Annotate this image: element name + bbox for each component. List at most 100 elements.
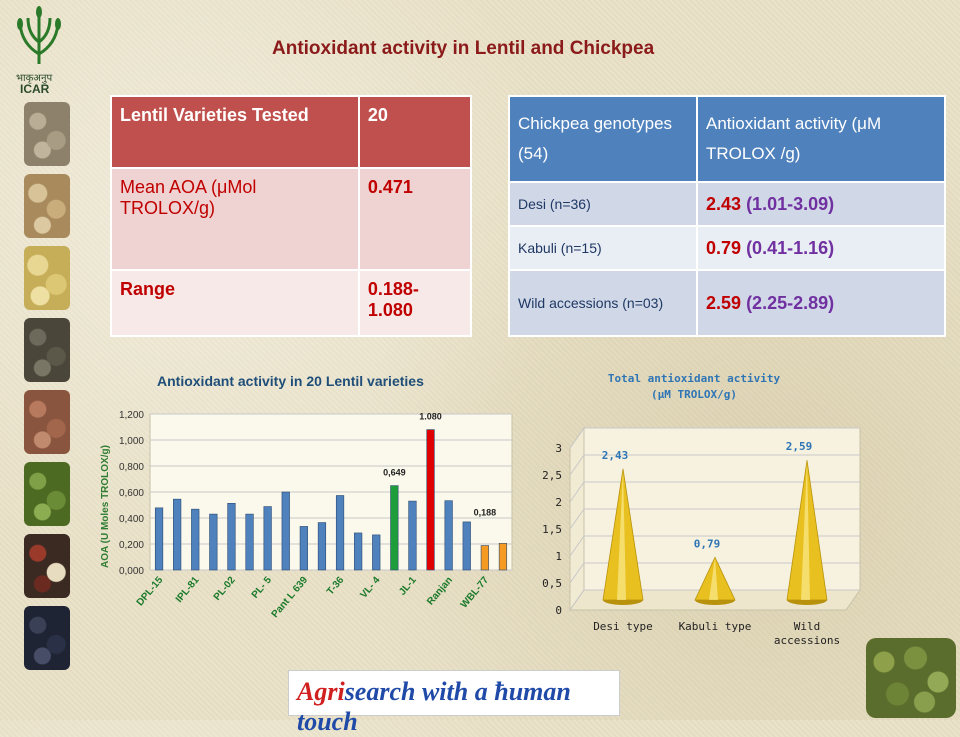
y-tick-label: 0,800: [119, 462, 144, 473]
data-label: 0,188: [474, 508, 497, 518]
table-cell: Wild accessions (n=03): [508, 269, 698, 337]
chart-title: Total antioxidant activity: [608, 372, 781, 385]
bar: [263, 506, 272, 571]
y-tick-label: 0: [555, 604, 562, 617]
bar: [191, 508, 200, 571]
seed-image: [24, 462, 70, 526]
cone-highlight: [801, 460, 810, 600]
y-axis-label: AOA (U Moles TROLOX/g): [100, 445, 111, 568]
mean-value: 2.59: [706, 293, 742, 313]
bar: [299, 526, 308, 571]
x-tick-label: IPL-81: [174, 575, 202, 605]
chickpea-table: Chickpea genotypes (54) Antioxidant acti…: [508, 95, 946, 337]
bar: [354, 532, 363, 571]
data-label: 1.080: [419, 412, 442, 422]
bar: [390, 485, 399, 571]
x-tick-label: accessions: [774, 634, 840, 647]
table-cell: 0.79 (0.41-1.16): [696, 225, 946, 271]
lentil-bar-chart: Antioxidant activity in 20 Lentil variet…: [100, 373, 513, 621]
x-tick-label: Ranjan: [425, 575, 455, 608]
bar: [281, 491, 290, 571]
human-figure-icon: ħ: [494, 677, 509, 706]
table-row: Desi (n=36) 2.43 (1.01-3.09): [508, 181, 946, 227]
y-tick-label: 1,000: [119, 436, 144, 447]
bar: [173, 498, 182, 571]
y-tick-label: 3: [555, 442, 562, 455]
y-tick-label: 0,200: [119, 540, 144, 551]
bar: [209, 513, 218, 571]
y-tick-label: 0,5: [542, 577, 562, 590]
page-title: Antioxidant activity in Lentil and Chick…: [272, 38, 655, 59]
y-tick-label: 1: [555, 550, 562, 563]
table-row: Kabuli (n=15) 0.79 (0.41-1.16): [508, 225, 946, 271]
x-tick-label: Pant L 639: [270, 575, 311, 621]
gridline: [569, 535, 860, 557]
x-tick-label: WBL-77: [459, 575, 492, 611]
data-label: 2,43: [602, 449, 629, 462]
cone-highlight: [617, 468, 626, 600]
wheat-logo-icon: [17, 6, 61, 64]
gridline: [569, 481, 860, 503]
chart-title: Antioxidant activity in 20 Lentil variet…: [157, 373, 424, 389]
gridline: [569, 589, 860, 611]
table-cell: 2.59 (2.25-2.89): [696, 269, 946, 337]
data-label: 0,79: [694, 537, 721, 550]
y-tick-label: 2: [555, 496, 562, 509]
chart-subtitle: (μM TROLOX/g): [651, 388, 737, 401]
table-row: Chickpea genotypes (54) Antioxidant acti…: [508, 95, 946, 183]
x-tick-label: Wild: [794, 620, 821, 633]
table-cell: Kabuli (n=15): [508, 225, 698, 271]
logo-text: ICAR: [20, 82, 50, 96]
y-tick-label: 2,5: [542, 469, 562, 482]
range-value: (2.25-2.89): [746, 293, 835, 313]
bar: [317, 522, 327, 571]
bar: [426, 429, 435, 571]
table-cell: 20: [357, 95, 473, 169]
lentil-table: Lentil Varieties Tested 20 Mean AOA (μMo…: [110, 95, 473, 337]
gridline: [569, 427, 860, 449]
chickpea-cone-chart: Total antioxidant activity (μM TROLOX/g)…: [542, 372, 861, 647]
bar: [227, 503, 236, 571]
bar: [480, 545, 489, 571]
table-row: Lentil Varieties Tested 20: [110, 95, 473, 169]
y-tick-label: 0,600: [119, 488, 144, 499]
bar: [498, 543, 508, 571]
bar: [408, 500, 417, 571]
mean-value: 2.43: [706, 193, 742, 214]
plot-area: 0 0,5 1 1,5 2 2,5 3 2,43 Desi type 0,79 Kabuli typ…: [542, 426, 861, 647]
x-tick-label: PL- 5: [250, 575, 274, 601]
bar: [444, 500, 453, 571]
table-row: Range 0.188-1.080: [110, 269, 473, 337]
gridline: [569, 562, 860, 584]
bar: [462, 521, 471, 571]
range-value: (0.41-1.16): [746, 237, 835, 258]
seed-image: [24, 390, 70, 454]
table-header-cell: Antioxidant activity (μM TROLOX /g): [696, 95, 946, 183]
seed-image: [24, 174, 70, 238]
plot-area: 0,000 0,200 0,400 0,600 0,800 1,000 1,200 DPL-1…: [119, 410, 513, 621]
table-cell: 0.471: [357, 167, 473, 271]
seed-image: [24, 534, 70, 598]
x-tick-label: DPL-15: [135, 575, 166, 609]
table-cell: 2.43 (1.01-3.09): [696, 181, 946, 227]
x-tick-label: Kabuli type: [679, 620, 752, 633]
seed-image: [24, 246, 70, 310]
seed-sidebar: भाकृअनुप ICAR: [0, 0, 82, 720]
bar: [245, 513, 254, 571]
data-label: 0,649: [383, 468, 406, 478]
table-cell: 0.188-1.080: [357, 269, 473, 337]
table-row: Wild accessions (n=03) 2.59 (2.25-2.89): [508, 269, 946, 337]
banner-text: Agrisearch with a ħuman touch: [297, 677, 619, 737]
icar-logo: भाकृअनुप ICAR: [8, 4, 70, 100]
agrisearch-banner: Agrisearch with a ħuman touch: [288, 670, 620, 736]
bar: [372, 534, 381, 571]
table-cell: Lentil Varieties Tested: [110, 95, 360, 169]
bar: [154, 507, 164, 571]
seed-image: [866, 638, 956, 718]
table-cell: Desi (n=36): [508, 181, 698, 227]
x-tick-label: T-36: [325, 575, 347, 598]
gridline: [569, 508, 860, 530]
y-tick-label: 0,400: [119, 514, 144, 525]
logo-hindi: भाकृअनुप: [16, 73, 53, 84]
table-row: Mean AOA (μMol TROLOX/g) 0.471: [110, 167, 473, 271]
